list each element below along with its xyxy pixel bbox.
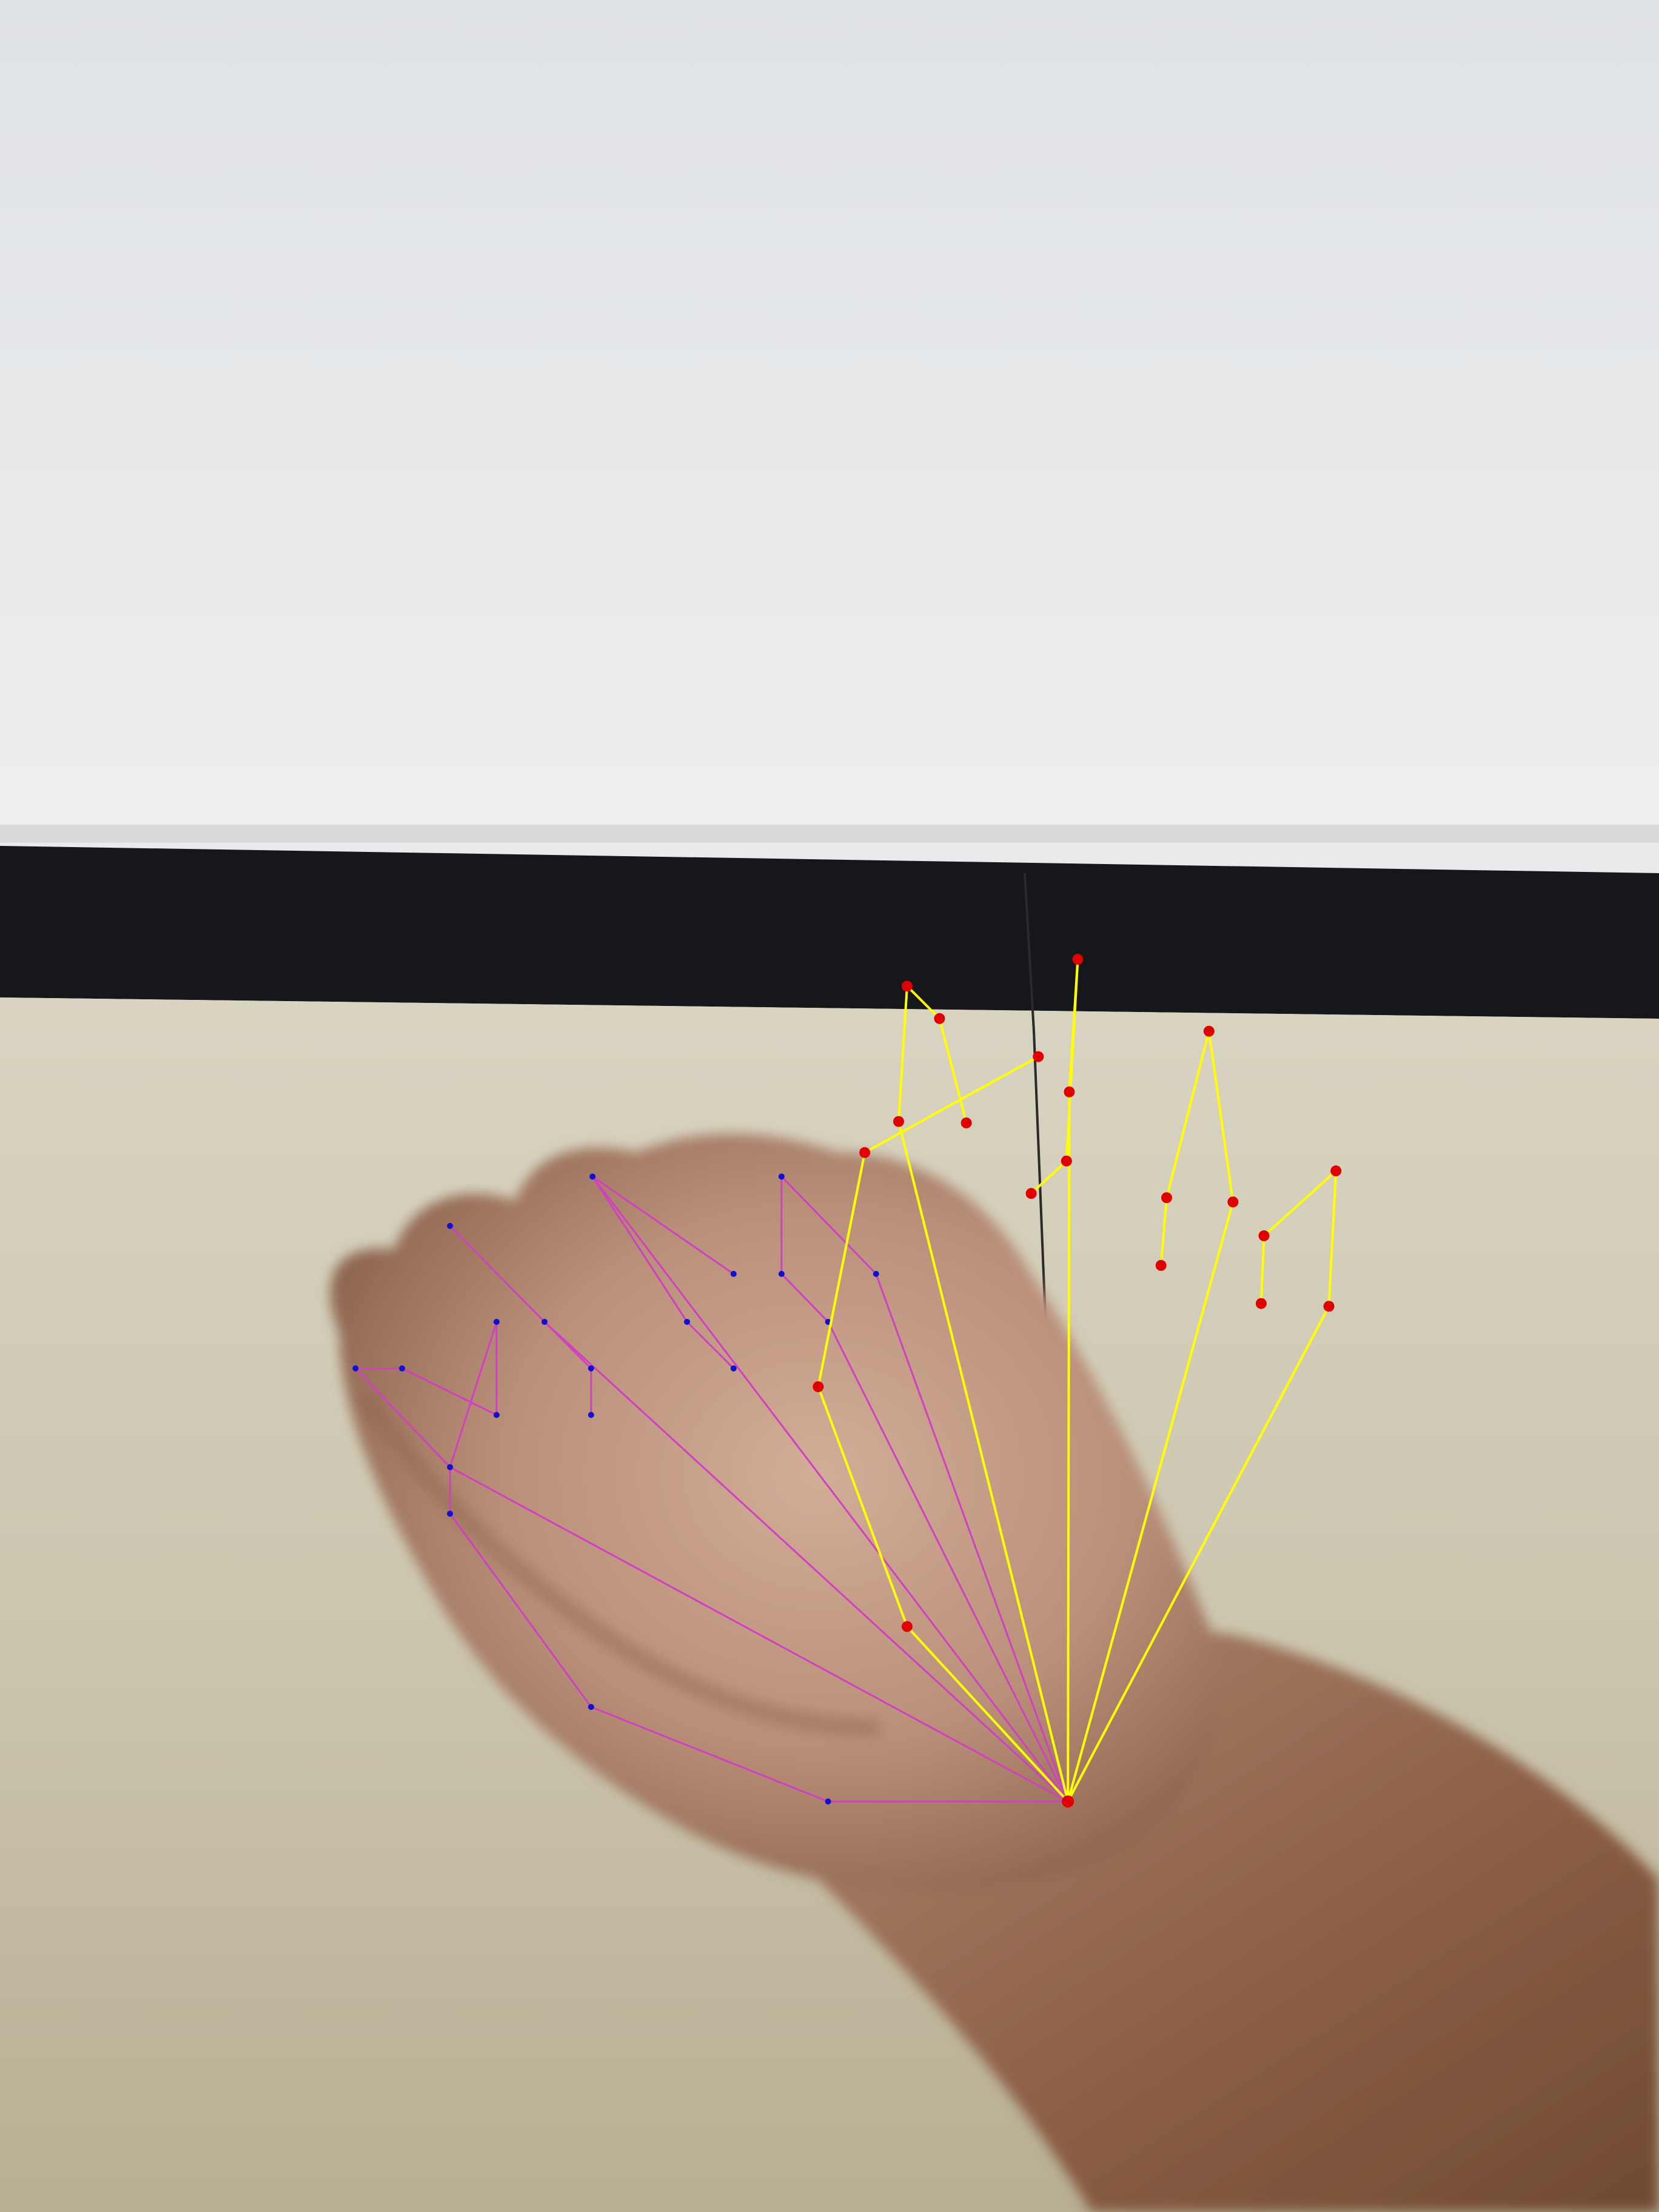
predicted-bone-index	[897, 1121, 1070, 1802]
reference-keypoints	[352, 1173, 879, 1805]
reference-bone-0	[591, 1706, 829, 1803]
reference-bone-1	[355, 1367, 451, 1468]
reference-bone-4	[591, 1176, 688, 1322]
predicted-bone-thumb	[817, 1152, 866, 1387]
predicted-bone-thumb	[906, 1626, 1069, 1803]
predicted-bone-pinky	[1263, 1170, 1337, 1237]
reference-keypoint-17	[778, 1270, 785, 1277]
predicted-bone-thumb	[864, 1055, 1039, 1154]
predicted-keypoint-middle-0	[1064, 1086, 1075, 1098]
reference-keypoint-3	[447, 1464, 454, 1470]
reference-bone-0	[449, 1321, 498, 1468]
knuckle-shadow	[356, 1389, 880, 1737]
predicted-keypoint-pinky-1	[1330, 1165, 1342, 1177]
predicted-keypoint-pinky-2	[1258, 1230, 1270, 1242]
predicted-keypoint-middle-2	[1061, 1155, 1072, 1167]
predicted-bone-ring	[1159, 1198, 1168, 1266]
predicted-keypoint-index-3	[960, 1117, 972, 1128]
baseboard	[0, 846, 1659, 1019]
wall-trim	[0, 825, 1659, 843]
predicted-bone-index	[906, 985, 940, 1020]
reference-bone-0	[449, 1513, 592, 1708]
reference-bone-5	[592, 1176, 734, 1275]
reference-keypoint-15	[730, 1270, 737, 1277]
reference-keypoint-4	[493, 1318, 500, 1325]
reference-bone-4	[591, 1176, 1069, 1802]
predicted-bone-pinky	[1067, 1305, 1330, 1802]
reference-keypoint-0	[825, 1798, 831, 1805]
reference-bone-6	[780, 1176, 877, 1275]
reference-keypoint-1	[588, 1704, 594, 1711]
predicted-keypoint-index-2	[934, 1013, 945, 1024]
reference-keypoint-6	[352, 1365, 359, 1372]
predicted-keypoint-ring-1	[1203, 1025, 1215, 1037]
reference-keypoint-11	[588, 1412, 594, 1418]
predicted-bone-middle	[1067, 1091, 1071, 1801]
predicted-keypoint-ring-0	[1227, 1196, 1239, 1208]
predicted-skeleton	[817, 959, 1338, 1803]
predicted-bone-index	[897, 986, 908, 1122]
predicted-keypoint-thumb-2	[859, 1147, 871, 1158]
predicted-bone-ring	[1165, 1031, 1210, 1198]
predicted-keypoints	[813, 954, 1342, 1808]
hand-silhouette	[330, 1134, 1659, 2212]
predicted-keypoint-index-0	[893, 1116, 904, 1127]
reference-bone-3	[543, 1321, 592, 1369]
reference-bone-2	[449, 1225, 546, 1323]
predicted-bone-middle	[1065, 959, 1079, 1161]
reference-keypoint-9	[447, 1222, 454, 1229]
predicted-bone-pinky	[1259, 1235, 1265, 1304]
wall	[0, 0, 1659, 843]
reference-bone-1	[449, 1466, 1068, 1803]
reference-keypoint-7	[399, 1365, 406, 1372]
reference-bone-6	[875, 1273, 1069, 1802]
predicted-keypoint-wrist	[1062, 1795, 1074, 1808]
predicted-keypoint-pinky-0	[1323, 1301, 1335, 1312]
reference-keypoint-10	[588, 1365, 594, 1372]
predicted-bone-ring	[1067, 1201, 1235, 1802]
predicted-bone-index	[938, 1018, 968, 1124]
reference-bone-6	[827, 1321, 1069, 1802]
floor-crack	[1024, 873, 1047, 1335]
reference-keypoint-12	[589, 1173, 596, 1180]
reference-keypoint-8	[541, 1318, 548, 1325]
predicted-bone-pinky	[1327, 1170, 1338, 1307]
reference-keypoint-14	[730, 1365, 737, 1372]
predicted-keypoint-thumb-1	[813, 1381, 824, 1392]
predicted-keypoint-ring-2	[1161, 1192, 1173, 1204]
reference-keypoint-5	[493, 1412, 500, 1418]
predicted-bone-middle	[1030, 1160, 1068, 1195]
reference-keypoint-2	[447, 1510, 454, 1517]
predicted-keypoint-thumb-3	[1033, 1051, 1044, 1062]
reference-keypoint-19	[873, 1270, 879, 1277]
reference-keypoint-13	[684, 1318, 691, 1325]
reference-skeleton	[355, 1176, 1069, 1803]
predicted-keypoint-middle-3	[1025, 1188, 1037, 1199]
reference-bone-4	[686, 1321, 734, 1369]
predicted-bone-ring	[1207, 1031, 1235, 1202]
predicted-keypoint-ring-3	[1155, 1259, 1167, 1271]
hand-back	[330, 1134, 1220, 1892]
predicted-bone-thumb	[817, 1386, 908, 1627]
reference-bone-2	[544, 1321, 1069, 1803]
predicted-keypoint-middle-1	[1072, 954, 1084, 965]
reference-bone-1	[401, 1367, 497, 1416]
predicted-keypoint-pinky-3	[1255, 1298, 1267, 1309]
predicted-keypoint-thumb-0	[901, 1621, 913, 1632]
reference-keypoint-18	[778, 1173, 785, 1180]
reference-bone-6	[780, 1273, 829, 1323]
predicted-keypoint-index-1	[901, 980, 913, 992]
